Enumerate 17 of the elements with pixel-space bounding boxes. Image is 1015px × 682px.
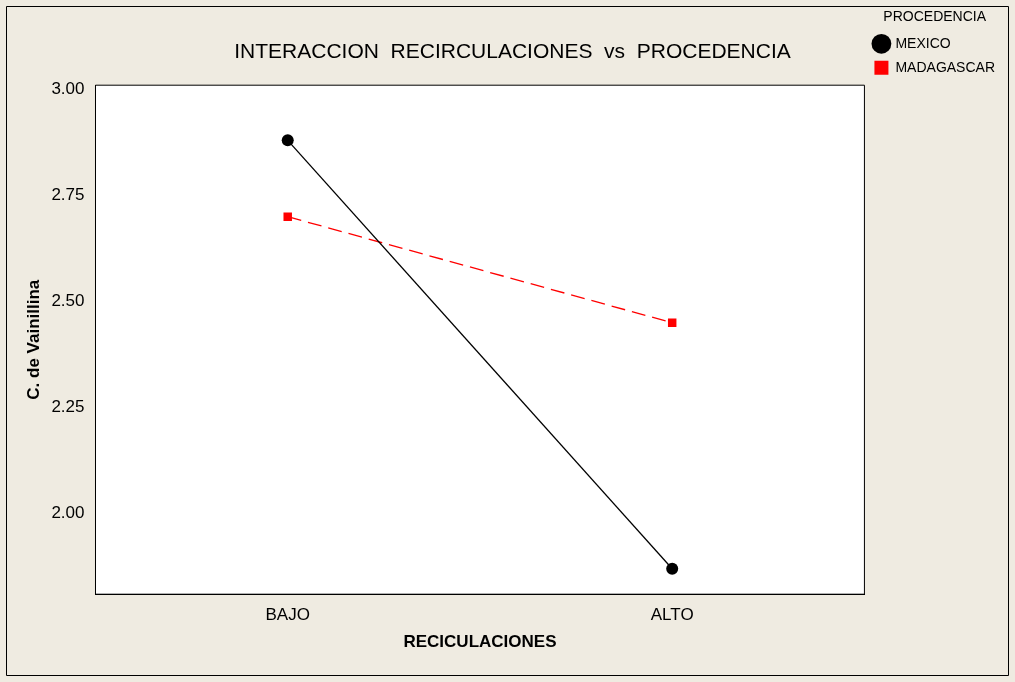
y-tick-label: 2.00 bbox=[51, 503, 85, 523]
legend-title: PROCEDENCIA bbox=[883, 7, 987, 24]
y-tick-label: 2.25 bbox=[51, 397, 85, 417]
point bbox=[281, 134, 294, 147]
x-tick-label: ALTO bbox=[650, 605, 694, 625]
chart-title: INTERACCION RECIRCULACIONES vs PROCEDENCIA bbox=[234, 39, 791, 63]
legend-label: MEXICO bbox=[895, 34, 951, 51]
y-tick-label: 3.00 bbox=[51, 79, 85, 99]
y-tick-label: 2.75 bbox=[51, 185, 85, 205]
point bbox=[666, 562, 679, 575]
x-axis-title: RECICULACIONES bbox=[403, 632, 557, 652]
point bbox=[667, 318, 677, 327]
point bbox=[283, 212, 292, 221]
y-tick-label: 2.50 bbox=[51, 291, 85, 311]
legend-label: MADAGASCAR bbox=[895, 58, 996, 75]
y-axis-title: C. de Vainillina bbox=[23, 279, 43, 400]
x-tick-label: BAJO bbox=[265, 605, 310, 625]
